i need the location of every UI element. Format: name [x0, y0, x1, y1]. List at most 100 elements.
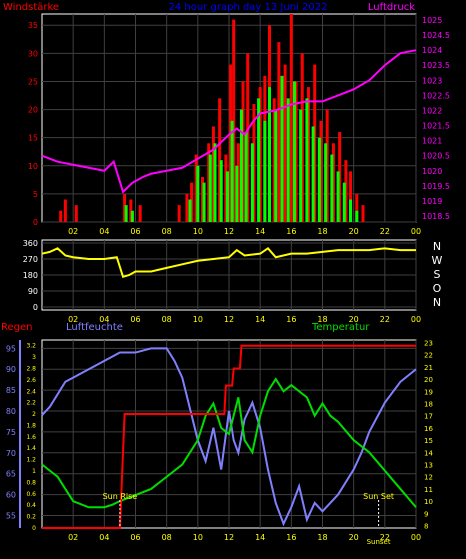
- temperature-tick-label: 18: [424, 400, 433, 408]
- gust-bar: [349, 199, 353, 222]
- panel3-x-tick-label: 14: [255, 533, 265, 542]
- temperature-tick-label: 10: [424, 498, 433, 506]
- gust-bar: [257, 98, 261, 222]
- panel3-x-tick-label: 08: [162, 533, 172, 542]
- wind-bar: [331, 143, 335, 222]
- wind-bar: [344, 160, 348, 222]
- wind-bar: [63, 199, 67, 222]
- temperature-tick-label: 23: [424, 339, 433, 347]
- compass-label: N: [433, 240, 441, 253]
- rain-tick-label: 1.4: [26, 445, 36, 452]
- rain-tick-label: 0: [32, 525, 36, 532]
- header-right-label: Luftdruck: [368, 2, 415, 13]
- gust-bar: [336, 171, 340, 222]
- humidity-line: [41, 347, 417, 527]
- wind-bar: [361, 205, 365, 222]
- header-left-label: Windstärke: [3, 2, 59, 13]
- compass-label: N: [433, 296, 441, 309]
- pressure-tick-label: 1019.5: [422, 182, 450, 191]
- humidity-tick-label: 70: [6, 449, 16, 458]
- wind-bar: [300, 53, 304, 223]
- wind-pressure-chart: 051015202530351018.510191019.510201020.5…: [28, 14, 450, 236]
- panel1-x-tick-label: 20: [349, 227, 359, 236]
- pressure-line: [41, 49, 417, 194]
- panel1-x-tick-label: 08: [162, 227, 172, 236]
- pressure-tick-label: 1022.5: [422, 91, 450, 100]
- pressure-tick-label: 1021.5: [422, 122, 450, 131]
- direction-degree-label: 270: [23, 255, 38, 264]
- compass-label: W: [432, 254, 443, 267]
- humidity-label: Luftfeuchte: [66, 322, 123, 333]
- gust-bar: [208, 154, 212, 222]
- wind-tick-label: 35: [28, 21, 38, 30]
- wind-bar: [207, 143, 211, 222]
- panel1-x-tick-label: 00: [411, 227, 421, 236]
- temperature-tick-label: 20: [424, 376, 433, 384]
- wind-bar: [325, 109, 329, 222]
- panel2-x-tick-label: 08: [162, 315, 172, 324]
- gust-bar: [355, 210, 359, 222]
- wind-tick-label: 5: [33, 190, 38, 199]
- temperature-tick-label: 14: [424, 449, 433, 457]
- humidity-tick-label: 75: [6, 428, 16, 437]
- panel1-x-tick-label: 16: [286, 227, 296, 236]
- wind-bar: [59, 210, 63, 222]
- wind-tick-label: 15: [28, 134, 38, 143]
- humidity-tick-label: 95: [6, 344, 16, 353]
- gust-bar: [244, 132, 248, 222]
- pressure-tick-label: 1023.5: [422, 61, 450, 70]
- wind-bar: [252, 103, 256, 222]
- panel1-x-tick-label: 02: [68, 227, 78, 236]
- wind-bar: [185, 193, 189, 222]
- wind-bar: [338, 132, 342, 222]
- temperature-tick-label: 12: [424, 474, 433, 482]
- pressure-tick-label: 1025: [422, 16, 442, 25]
- wind-bar: [138, 205, 142, 222]
- humidity-tick-label: 85: [6, 386, 16, 395]
- direction-degree-label: 90: [28, 287, 38, 296]
- panel1-x-tick-label: 22: [380, 227, 390, 236]
- panel1-x-tick-label: 18: [317, 227, 327, 236]
- pressure-tick-label: 1024.5: [422, 31, 450, 40]
- gust-bar: [299, 109, 303, 222]
- panel3-x-tick-label: 20: [349, 533, 359, 542]
- wind-bar: [74, 205, 78, 222]
- gust-bar: [239, 109, 243, 222]
- direction-degree-label: 360: [23, 239, 38, 248]
- wind-bar: [236, 143, 240, 222]
- wind-bar: [201, 177, 205, 222]
- humidity-tick-label: 55: [6, 511, 16, 520]
- direction-degree-label: 180: [23, 271, 38, 280]
- wind-bar: [177, 205, 181, 222]
- pressure-tick-label: 1018.5: [422, 212, 450, 221]
- wind-bar: [294, 81, 298, 222]
- humidity-temp-rain-chart: 0 0.2 0.4 0.6 0.8 1 1.2 1.4 1.6 1.8 2 2.2 2.4 2.6 2.8 3…: [6, 339, 434, 546]
- gust-bar: [263, 120, 267, 222]
- gust-bar: [324, 143, 328, 222]
- pressure-tick-label: 1023: [422, 76, 442, 85]
- gust-bar: [342, 182, 346, 222]
- rain-tick-label: 0.6: [26, 491, 36, 498]
- panel1-x-tick-label: 10: [193, 227, 203, 236]
- wind-bar: [283, 64, 287, 222]
- rain-tick-label: 3.2: [26, 343, 36, 350]
- panel2-x-tick-label: 04: [99, 315, 109, 324]
- rain-tick-label: 2.4: [26, 388, 36, 395]
- panel2-x-tick-label: 18: [317, 315, 327, 324]
- gust-bar: [274, 109, 278, 222]
- gust-bar: [330, 154, 334, 222]
- wind-bar: [232, 19, 236, 222]
- panel3-x-tick-label: 10: [193, 533, 203, 542]
- gust-bar: [188, 199, 192, 222]
- gust-bar: [280, 75, 284, 223]
- temperature-label: Temperatur: [311, 322, 370, 333]
- wind-bar: [129, 199, 133, 222]
- rain-tick-label: 1.8: [26, 422, 36, 429]
- rain-tick-label: 1.2: [26, 457, 36, 464]
- direction-degree-label: 0: [33, 303, 38, 312]
- wind-direction-line: [41, 247, 416, 279]
- gust-bar: [219, 160, 223, 222]
- humidity-tick-label: 60: [6, 491, 16, 500]
- gust-bar: [311, 126, 315, 222]
